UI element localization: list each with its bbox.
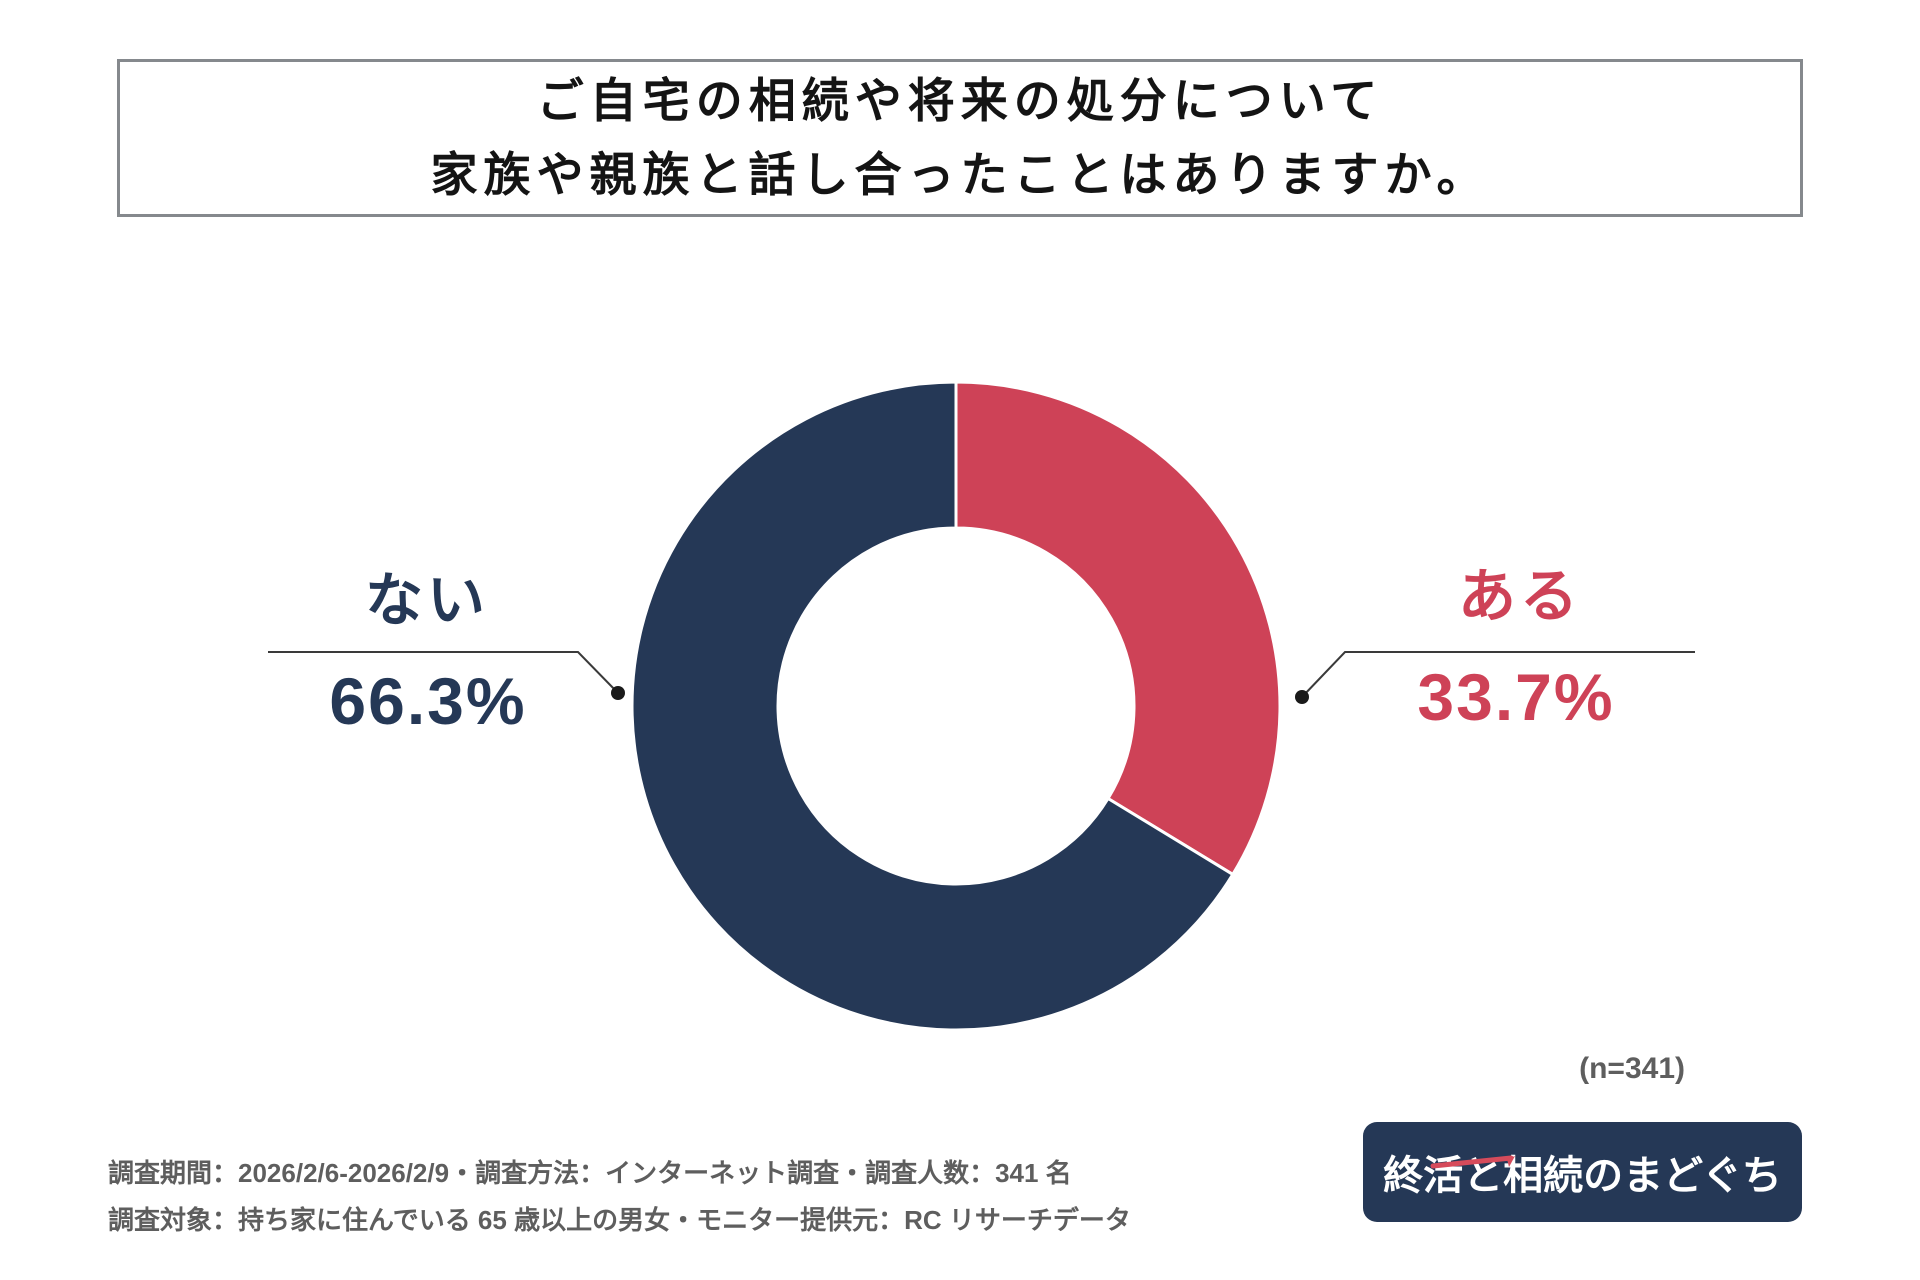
value-aru-percent: 33.7% <box>1417 660 1615 734</box>
value-nai-percent: 66.3% <box>329 664 527 738</box>
label-aru: ある <box>1457 564 1583 629</box>
donut-segment-ない <box>630 380 1235 1032</box>
brand-logo: 終活と相続のまどぐち <box>1363 1122 1802 1222</box>
survey-question-line1: ご自宅の相続や将来の処分について <box>536 74 1384 127</box>
brand-logo-text: 終活と相続のまどぐち <box>1383 1154 1782 1198</box>
survey-methodology: 調査期間：2026/2/6-2026/2/9・調査方法：インターネット調査・調査… <box>108 1150 1131 1244</box>
survey-question-box: ご自宅の相続や将来の処分について 家族や親族と話し合ったことはありますか。 <box>117 59 1803 217</box>
donut-segments <box>630 380 1282 1032</box>
leader-dot-left <box>611 686 625 700</box>
leader-line-left <box>268 651 619 694</box>
sample-size-note: (n=341) <box>1579 1052 1685 1085</box>
survey-target-line: 調査対象：持ち家に住んでいる 65 歳以上の男女・モニター提供元：RC リサーチ… <box>108 1205 1131 1235</box>
leader-line-right <box>1301 651 1695 698</box>
survey-period-line: 調査期間：2026/2/6-2026/2/9・調査方法：インターネット調査・調査… <box>108 1158 1072 1188</box>
donut-segment-ある <box>954 380 1282 877</box>
survey-question-line2: 家族や親族と話し合ったことはありますか。 <box>430 148 1490 201</box>
leader-dot-right <box>1295 690 1309 704</box>
label-nai: ない <box>364 568 490 633</box>
